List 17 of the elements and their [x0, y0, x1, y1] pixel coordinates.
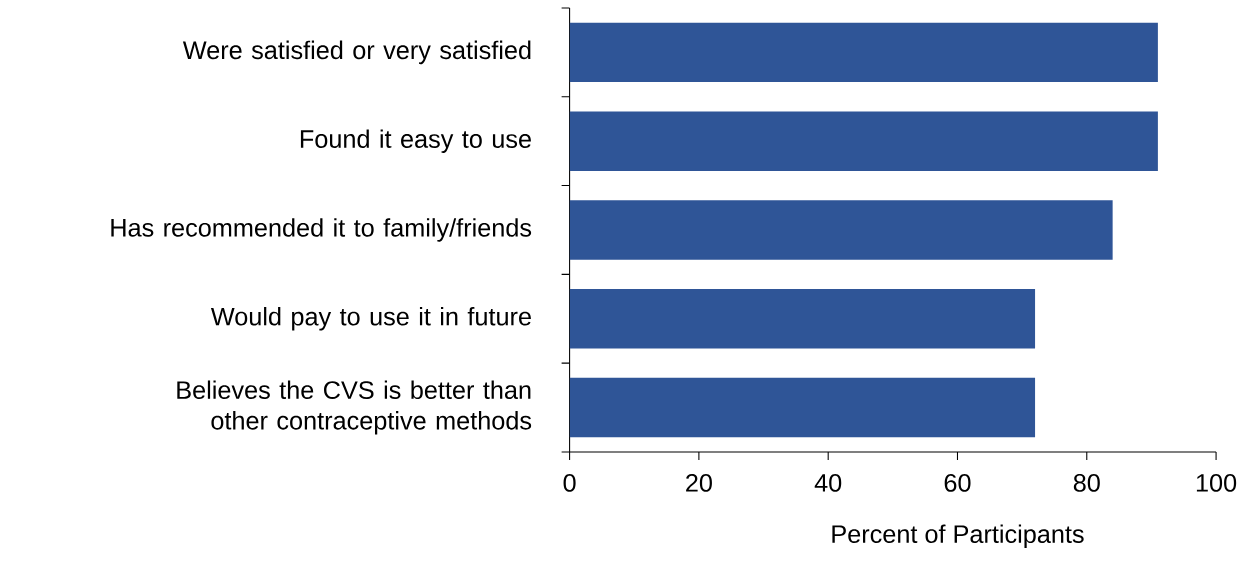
- y-tick-label: Were satisfied or very satisfied: [182, 40, 531, 65]
- bar: [569, 377, 1036, 438]
- x-tick-label: 20: [686, 474, 712, 492]
- x-tick-label: 100: [1196, 474, 1237, 492]
- x-tick-label: 40: [814, 474, 842, 492]
- x-axis-title: Percent of Participants: [832, 524, 1084, 549]
- bar: [569, 111, 1158, 172]
- x-tick-label: 0: [563, 474, 576, 492]
- y-tick-label: Has recommended it to family/friends: [111, 218, 532, 242]
- bar: [569, 200, 1113, 260]
- bar: [569, 22, 1158, 83]
- x-tick-label: 60: [944, 474, 971, 492]
- y-tick-label: Found it easy to use: [300, 129, 531, 154]
- bar: [569, 289, 1036, 349]
- y-tick-label: Believes the CVS is better than other contraceptive methods: [177, 380, 532, 435]
- x-tick-label: 80: [1073, 474, 1100, 492]
- y-tick-label: Would pay to use it in future: [210, 307, 531, 331]
